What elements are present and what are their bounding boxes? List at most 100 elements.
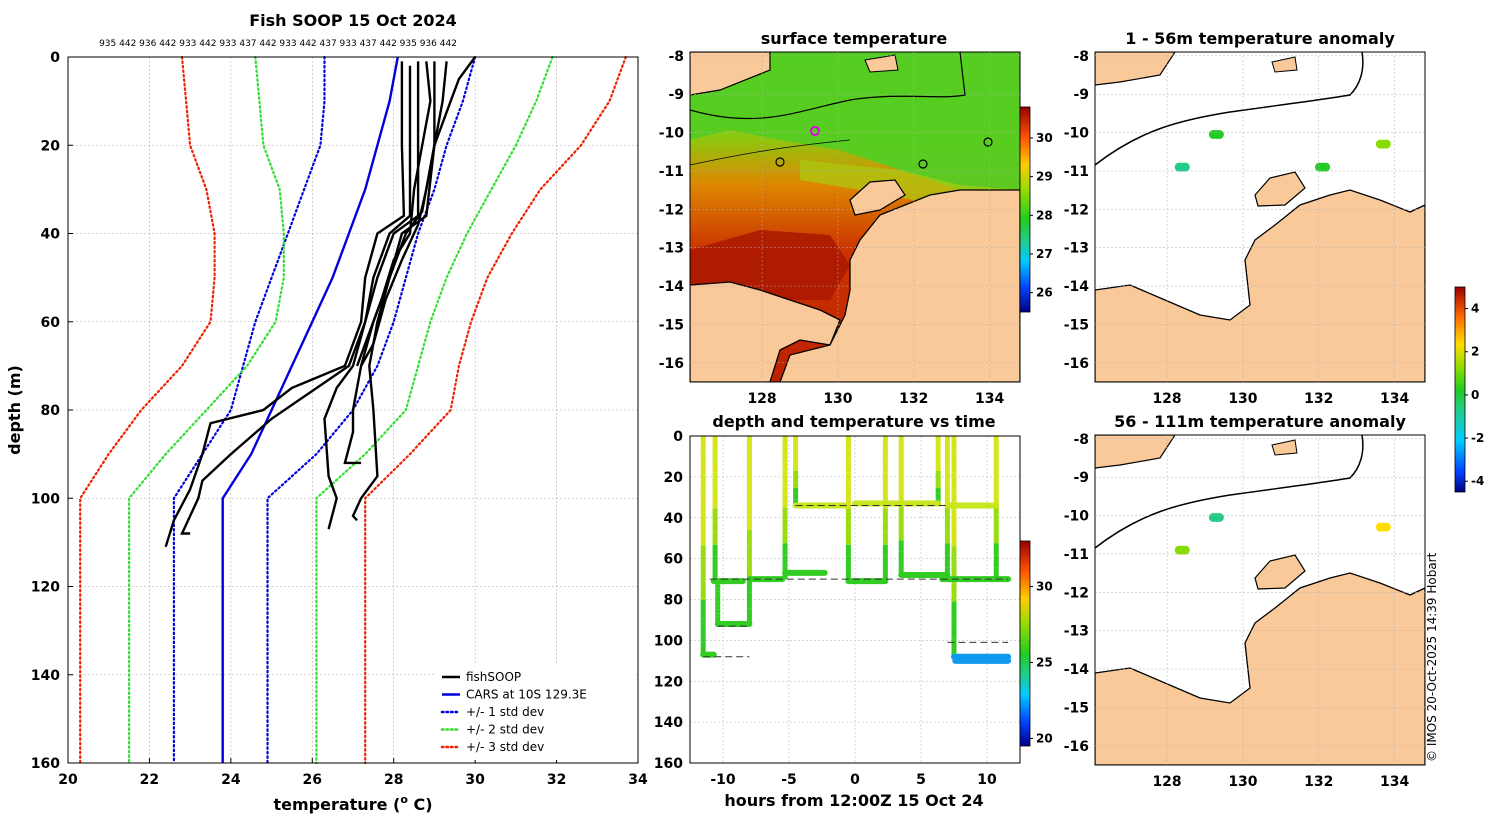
profile-series-line (164, 61, 406, 548)
time-y-tick-label: 60 (664, 552, 684, 568)
profile-y-tick-label: 60 (41, 315, 61, 331)
sst-contour-2 (690, 139, 851, 166)
profile-x-label-end: C) (408, 795, 433, 814)
anomaly1-point (1214, 130, 1224, 139)
anomaly1-title: 1 - 56m temperature anomaly (1125, 29, 1395, 48)
time-x-tick-label: 5 (916, 772, 926, 788)
legend-label: CARS at 10S 129.3E (466, 688, 587, 702)
colorbar-tick-label: 26 (1036, 286, 1053, 300)
map-x-tick-label: 134 (975, 391, 1004, 407)
time-x-tick-label: -10 (710, 772, 736, 788)
map-y-tick-label: -15 (1064, 317, 1089, 333)
profile-y-tick-label: 20 (41, 138, 61, 154)
profile-series (79, 55, 627, 765)
anomaly1-land-north (1095, 52, 1176, 86)
legend-label: +/- 2 std dev (466, 723, 544, 737)
profile-legend: fishSOOP CARS at 10S 129.3E +/- 1 std dev +… (435, 664, 635, 760)
profile-series-line (351, 56, 477, 522)
map-y-tick-label: -9 (1073, 87, 1089, 103)
sst-current-position-marker (810, 126, 820, 136)
colorbar-tick-label: 30 (1036, 131, 1053, 145)
profile-series-line (172, 55, 326, 765)
time-x-ticks: -10 -5 0 5 10 (710, 772, 997, 788)
time-y-tick-label: 100 (654, 633, 683, 649)
profile-x-tick-label: 28 (384, 772, 403, 788)
profile-title: Fish SOOP 15 Oct 2024 (249, 11, 457, 30)
sst-map (690, 52, 1020, 382)
profile-y-tick-label: 100 (31, 491, 60, 507)
anomaly2-points (1174, 513, 1391, 555)
colorbar-tick-label: 2 (1471, 345, 1479, 359)
anomaly2-islet (1271, 439, 1298, 456)
colorbar-tick-label: 4 (1471, 302, 1479, 316)
time-y-tick-label: 40 (664, 511, 684, 527)
legend-items: fishSOOP CARS at 10S 129.3E +/- 1 std dev +… (440, 670, 587, 754)
time-y-tick-label: 80 (664, 593, 684, 609)
map-y-tick-label: -13 (1064, 624, 1089, 640)
map-x-tick-label: 130 (1228, 774, 1257, 790)
map-y-tick-label: -8 (1073, 432, 1089, 448)
time-x-tick-label: 10 (977, 772, 997, 788)
map-y-tick-label: -14 (659, 279, 685, 295)
time-y-tick-label: 140 (654, 715, 683, 731)
colorbar-tick-label: -2 (1471, 431, 1484, 445)
sst-panel: surface temperature (659, 29, 1053, 407)
anomaly1-contour (1095, 52, 1364, 166)
map-y-tick-label: -13 (659, 241, 684, 257)
anomaly2-title: 56 - 111m temperature anomaly (1114, 412, 1406, 431)
legend-label: +/- 1 std dev (466, 705, 544, 719)
time-x-tick-label: 0 (850, 772, 860, 788)
map-y-tick-label: -15 (659, 317, 684, 333)
profile-x-tick-label: 34 (628, 772, 648, 788)
map-y-tick-label: -9 (668, 87, 684, 103)
map-y-tick-label: -16 (659, 356, 684, 372)
time-title: depth and temperature vs time (712, 412, 995, 431)
profile-x-ticks: 20 22 24 26 28 30 32 34 (58, 758, 648, 788)
anomaly-panel-deep: 56 - 111m temperature anomaly 128 130 132 1… (1064, 412, 1426, 790)
anomaly1-y-ticks: -8 -9 -10 -11 -12 -13 -14 -15 -16 (1064, 49, 1425, 372)
map-y-tick-label: -10 (1064, 509, 1090, 525)
map-y-tick-label: -14 (1064, 662, 1090, 678)
map-x-tick-label: 128 (1152, 774, 1181, 790)
profile-y-label: depth (m) (5, 365, 24, 455)
time-y-tick-label: 160 (654, 756, 683, 772)
map-x-tick-label: 130 (1228, 391, 1257, 407)
map-y-tick-label: -10 (659, 126, 685, 142)
sst-land-west (690, 281, 841, 382)
time-colorbar-ticks: 30 25 20 (1030, 580, 1053, 745)
colorbar-tick-label: 29 (1036, 170, 1053, 184)
map-y-tick-label: -10 (1064, 126, 1090, 142)
colorbar-tick-label: 0 (1471, 388, 1479, 402)
profile-y-tick-label: 80 (41, 403, 61, 419)
anomaly2-point (1180, 545, 1190, 555)
sst-cool-region (690, 52, 1020, 200)
map-x-tick-label: 132 (899, 391, 928, 407)
anomaly2-island (1254, 554, 1306, 590)
time-y-tick-label: 0 (673, 429, 683, 445)
map-x-tick-label: 132 (1304, 774, 1333, 790)
profile-series-line (266, 55, 477, 765)
anomaly1-islet (1271, 56, 1298, 73)
sst-land-north (690, 52, 771, 96)
profile-series-line (128, 55, 285, 765)
map-y-tick-label: -14 (1064, 279, 1090, 295)
profile-grid (67, 56, 639, 764)
colorbar-tick-label: 25 (1036, 655, 1053, 669)
sst-colorbar (1019, 106, 1031, 313)
map-x-tick-label: 128 (1152, 391, 1181, 407)
profile-y-tick-label: 160 (31, 756, 60, 772)
colorbar-tick-label: 27 (1036, 247, 1053, 261)
profile-x-tick-label: 20 (58, 772, 78, 788)
colorbar-tick-label: 28 (1036, 208, 1053, 222)
profile-x-label: temperature (o C) (273, 793, 432, 814)
profile-x-tick-label: 30 (465, 772, 485, 788)
time-x-tick-label: -5 (781, 772, 797, 788)
map-x-tick-label: 134 (1380, 391, 1409, 407)
profile-x-label-main: temperature ( (273, 795, 400, 814)
time-panel: depth and temperature vs time -10 -5 0 5 10 … (654, 412, 1053, 810)
profile-series-line (343, 61, 436, 465)
profile-series-line (323, 61, 420, 530)
sst-islet (864, 54, 899, 73)
anomaly2-land-north (1095, 435, 1176, 469)
